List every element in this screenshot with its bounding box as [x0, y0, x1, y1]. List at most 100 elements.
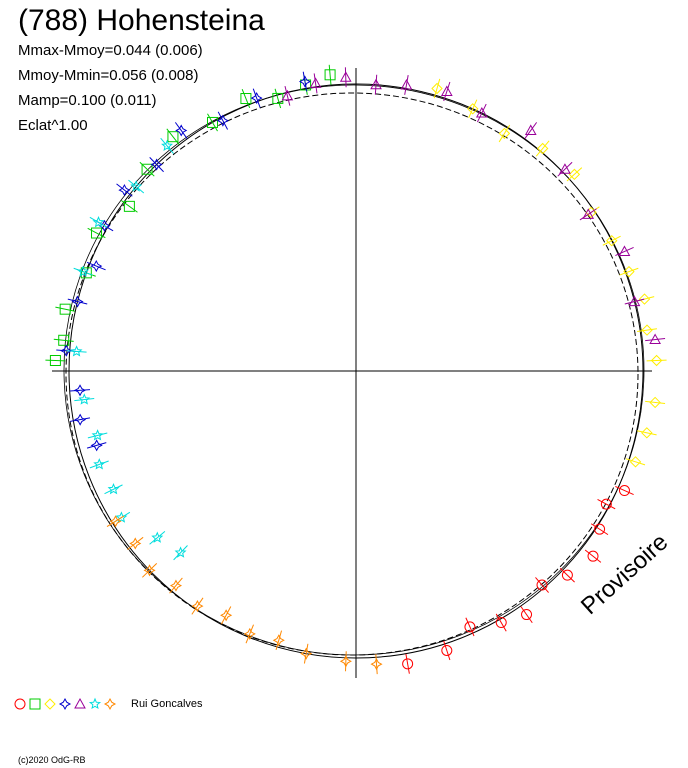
fit-curve-outer — [63, 84, 645, 656]
error-bar — [443, 640, 451, 661]
data-point-square — [80, 267, 92, 279]
data-point-diamond — [606, 234, 618, 247]
data-point-diamond4 — [370, 658, 383, 671]
data-point-square — [59, 303, 71, 315]
error-bar — [433, 78, 441, 99]
error-bar — [637, 328, 658, 332]
error-bar — [89, 216, 108, 228]
data-points — [45, 64, 667, 675]
data-point-diamond — [629, 456, 642, 468]
error-bar — [498, 124, 511, 143]
stat-eclat: Eclat^1.00 — [18, 117, 88, 134]
error-bar — [303, 643, 309, 664]
data-point-square — [240, 93, 252, 105]
error-bar — [191, 597, 204, 615]
data-point-triangle — [649, 333, 661, 345]
error-bar — [241, 89, 251, 108]
legend-symbol-diamond4 — [103, 697, 117, 711]
data-point-star4 — [73, 384, 87, 397]
legend: Rui Goncalves — [13, 696, 203, 712]
data-point-circle — [618, 485, 630, 497]
legend-symbols — [14, 697, 117, 711]
data-point-triangle — [440, 85, 453, 96]
data-point-circle — [521, 609, 533, 621]
error-bar — [70, 417, 91, 422]
data-point-star4 — [150, 158, 163, 171]
data-point-square — [167, 131, 179, 143]
error-bar — [121, 200, 138, 213]
data-point-square — [123, 200, 135, 212]
error-bar — [86, 442, 107, 449]
error-bar — [149, 530, 166, 545]
error-bar — [559, 567, 575, 583]
error-bar — [535, 140, 550, 157]
data-point-square — [300, 79, 312, 91]
data-point-diamond4 — [339, 655, 352, 668]
error-bar — [524, 122, 538, 139]
data-point-star4 — [250, 92, 263, 105]
data-point-circle — [464, 621, 476, 633]
legend-symbol-diamond — [44, 698, 56, 710]
legend-symbol-star4 — [58, 697, 72, 711]
data-point-diamond — [650, 354, 663, 367]
error-bar — [106, 515, 125, 527]
data-point-circle — [600, 498, 612, 510]
error-bar — [345, 651, 347, 672]
data-point-star4 — [175, 124, 188, 137]
error-bar — [173, 545, 188, 561]
data-point-diamond4 — [300, 647, 313, 660]
error-bar — [405, 653, 410, 674]
data-point-diamond4 — [191, 600, 204, 613]
data-point-square — [207, 116, 218, 128]
data-point-star5 — [77, 265, 90, 277]
stat-mmoy-mmin: Mmoy-Mmin=0.056 (0.008) — [18, 67, 199, 84]
data-point-triangle — [475, 107, 488, 118]
error-bar — [535, 577, 549, 593]
data-point-star4 — [71, 295, 84, 308]
data-point-star4 — [74, 413, 87, 426]
stat-mmax-mmoy: Mmax-Mmoy=0.044 (0.006) — [18, 42, 203, 59]
error-bar — [584, 549, 602, 563]
data-point-triangle — [618, 245, 631, 256]
error-bar — [443, 81, 451, 102]
error-bar — [465, 617, 475, 637]
data-point-triangle — [400, 78, 413, 90]
error-bar — [636, 430, 657, 436]
data-point-square — [141, 163, 153, 175]
error-bar — [495, 613, 507, 632]
data-point-circle — [495, 617, 507, 629]
data-point-square — [49, 355, 61, 367]
error-bar — [245, 624, 254, 644]
error-bar — [142, 563, 158, 578]
data-point-circle — [587, 550, 599, 562]
data-point-diamond — [638, 293, 651, 305]
error-bar — [590, 523, 609, 536]
error-bar — [67, 298, 88, 305]
error-bar — [55, 306, 76, 312]
error-bar — [476, 103, 487, 123]
legend-observer-label: Rui Goncalves — [131, 698, 203, 710]
data-point-diamond4 — [169, 579, 183, 592]
data-point-star4 — [60, 344, 73, 357]
error-bar — [220, 606, 232, 625]
data-point-triangle — [559, 163, 571, 174]
error-bar — [66, 350, 87, 353]
data-point-diamond — [568, 168, 581, 181]
data-point-square — [58, 334, 70, 346]
error-bar — [104, 484, 123, 495]
error-bar — [404, 75, 409, 95]
data-point-square — [91, 227, 103, 239]
data-point-star5 — [130, 180, 143, 192]
data-point-diamond — [467, 103, 479, 115]
error-bar — [579, 208, 597, 221]
data-point-diamond — [623, 265, 635, 278]
data-point-diamond4 — [109, 515, 122, 528]
error-bar — [374, 74, 378, 95]
error-bar — [116, 183, 133, 197]
error-bar — [625, 458, 646, 466]
data-point-diamond4 — [272, 634, 285, 647]
error-bar — [73, 267, 93, 276]
data-point-triangle — [628, 295, 641, 307]
data-point-star4 — [118, 184, 131, 197]
fit-curve — [65, 92, 639, 656]
